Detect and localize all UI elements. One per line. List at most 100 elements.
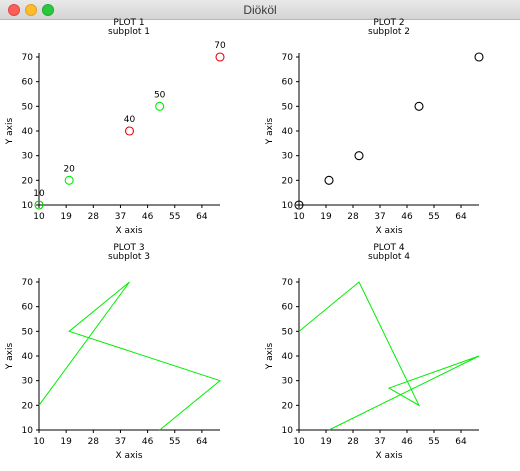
plot-title: PLOT 2 [373,18,404,28]
data-label: 40 [124,115,136,125]
y-tick-label: 10 [282,426,294,436]
y-tick-label: 30 [22,152,34,162]
x-tick-label: 10 [293,212,305,222]
y-axis-label: Y axis [5,117,15,145]
y-tick-label: 60 [22,78,34,88]
y-tick-label: 50 [22,102,34,112]
data-point [215,52,225,62]
x-axis-label: X axis [375,226,402,236]
y-tick-label: 60 [22,303,34,313]
y-axis-label: Y axis [5,342,15,370]
x-tick-label: 10 [293,437,305,447]
y-tick-label: 60 [282,78,294,88]
x-tick-label: 19 [320,212,332,222]
data-point [155,101,165,111]
y-tick-label: 50 [282,327,294,337]
y-tick-label: 40 [282,127,294,137]
x-tick-label: 19 [60,437,72,447]
y-tick-label: 10 [22,426,34,436]
y-tick-label: 20 [282,401,294,411]
data-label: 10 [33,189,45,199]
x-tick-label: 55 [169,212,180,222]
x-tick-label: 37 [374,212,385,222]
maximize-window-button[interactable] [42,4,54,16]
data-point [34,200,44,210]
x-tick-label: 37 [374,437,385,447]
close-window-button[interactable] [8,4,20,16]
minimize-window-button[interactable] [25,4,37,16]
plot-subtitle: subplot 2 [368,27,410,37]
x-tick-label: 55 [428,437,439,447]
y-tick-label: 40 [282,352,294,362]
x-tick-label: 64 [196,437,208,447]
data-point [324,175,334,185]
y-tick-label: 10 [282,201,294,211]
x-tick-label: 28 [347,212,359,222]
x-axis-label: X axis [375,451,402,461]
x-tick-label: 19 [60,212,72,222]
x-tick-label: 64 [196,212,208,222]
x-tick-label: 46 [401,212,413,222]
plot-subtitle: subplot 3 [108,252,150,262]
x-tick-label: 55 [428,212,439,222]
x-tick-label: 19 [320,437,332,447]
x-tick-label: 46 [142,437,154,447]
x-tick-label: 64 [455,437,467,447]
x-tick-label: 28 [88,212,100,222]
title-bar[interactable]: Diököl [0,0,520,20]
data-label: 50 [154,90,166,100]
y-tick-label: 70 [282,278,294,288]
x-tick-label: 55 [169,437,180,447]
y-axis-label: Y axis [265,342,275,370]
y-tick-label: 40 [22,352,34,362]
y-tick-label: 30 [282,152,294,162]
y-tick-label: 50 [282,102,294,112]
y-tick-label: 20 [22,401,34,411]
y-tick-label: 40 [22,127,34,137]
plot-title: PLOT 3 [113,243,144,253]
y-tick-label: 30 [282,377,294,387]
x-tick-label: 10 [33,437,45,447]
x-tick-label: 64 [455,212,467,222]
y-axis-label: Y axis [265,117,275,145]
y-tick-label: 70 [22,278,34,288]
x-tick-label: 37 [115,437,126,447]
x-tick-label: 46 [142,212,154,222]
data-point [124,126,135,136]
x-tick-label: 28 [88,437,100,447]
data-point [294,200,304,210]
x-tick-label: 28 [347,437,359,447]
series-line [38,281,222,431]
x-axis-label: X axis [115,451,142,461]
x-tick-label: 37 [115,212,126,222]
y-tick-label: 70 [282,53,294,63]
plot-title: PLOT 1 [113,18,144,28]
data-point [414,101,424,111]
x-axis-label: X axis [115,226,142,236]
plot-subtitle: subplot 4 [368,252,410,262]
window-title: Diököl [243,3,277,17]
y-tick-label: 60 [282,303,294,313]
plot-title: PLOT 4 [373,243,405,253]
x-tick-label: 46 [401,437,413,447]
data-label: 70 [214,41,226,51]
y-tick-label: 50 [22,327,34,337]
y-tick-label: 70 [22,53,34,63]
x-tick-label: 10 [33,212,45,222]
plot-subtitle: subplot 1 [108,27,150,37]
series-line [298,281,480,431]
y-tick-label: 10 [22,201,34,211]
y-tick-label: 20 [282,176,294,186]
data-label: 20 [63,164,75,174]
data-point [64,175,74,185]
y-tick-label: 30 [22,377,34,387]
data-point [474,52,484,62]
y-tick-label: 20 [22,176,34,186]
data-point [354,151,364,161]
